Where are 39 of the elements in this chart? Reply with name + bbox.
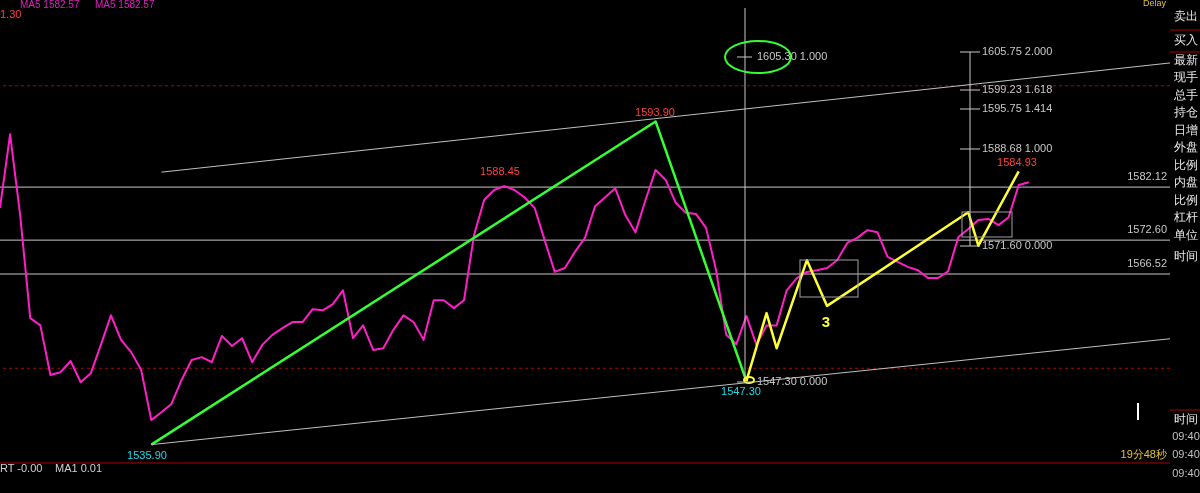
text: 卖出 bbox=[1174, 9, 1198, 24]
text: 内盘 bbox=[1174, 175, 1198, 190]
annotation: 1547.30 bbox=[721, 385, 761, 397]
text: 09:40 bbox=[1172, 429, 1200, 442]
annotation: 3 bbox=[821, 312, 831, 330]
text: 09:40 bbox=[1172, 447, 1200, 460]
text: 杠杆 bbox=[1173, 210, 1198, 225]
annotation: 1.30 bbox=[0, 7, 22, 20]
annotation: MA1 0.01 bbox=[55, 461, 103, 474]
text: 总手 bbox=[1173, 88, 1198, 103]
text: 日增 bbox=[1174, 123, 1198, 138]
text: 单位 bbox=[1174, 228, 1198, 243]
annotation: 1571.60 0.000 bbox=[982, 238, 1053, 251]
text: 买入 bbox=[1174, 33, 1198, 48]
annotation: Delay bbox=[1142, 0, 1167, 9]
text: 外盘 bbox=[1174, 140, 1198, 155]
text: 现手 bbox=[1174, 70, 1198, 85]
text: 时间 bbox=[1174, 412, 1198, 427]
y-tick-label: 1572.60 bbox=[1127, 223, 1167, 236]
text: 09:40 bbox=[1172, 466, 1200, 479]
text: 时间 bbox=[1174, 249, 1198, 264]
text: 比例 bbox=[1174, 193, 1198, 208]
text: 比例 bbox=[1174, 158, 1198, 173]
text: 持仓 bbox=[1174, 105, 1198, 120]
annotation: 19分48秒 bbox=[1120, 447, 1167, 460]
annotation: RT -0.00 bbox=[0, 461, 43, 474]
annotation: 1605.75 2.000 bbox=[982, 44, 1053, 57]
annotation: 1588.68 1.000 bbox=[982, 141, 1053, 154]
annotation: 1535.90 bbox=[127, 448, 167, 461]
annotation: 1584.93 bbox=[997, 156, 1037, 169]
annotation: 1595.75 1.414 bbox=[982, 101, 1053, 114]
annotation: MA5 1582.57 bbox=[95, 0, 155, 10]
annotation: 1593.90 bbox=[635, 106, 675, 119]
y-tick-label: 1582.12 bbox=[1127, 170, 1167, 183]
annotation: 1588.45 bbox=[480, 164, 520, 177]
text: 最新 bbox=[1174, 53, 1198, 68]
annotation: MA5 1582.57 bbox=[20, 0, 80, 10]
y-tick-label: 1566.52 bbox=[1127, 257, 1167, 270]
annotation: 1599.23 1.618 bbox=[982, 82, 1053, 95]
